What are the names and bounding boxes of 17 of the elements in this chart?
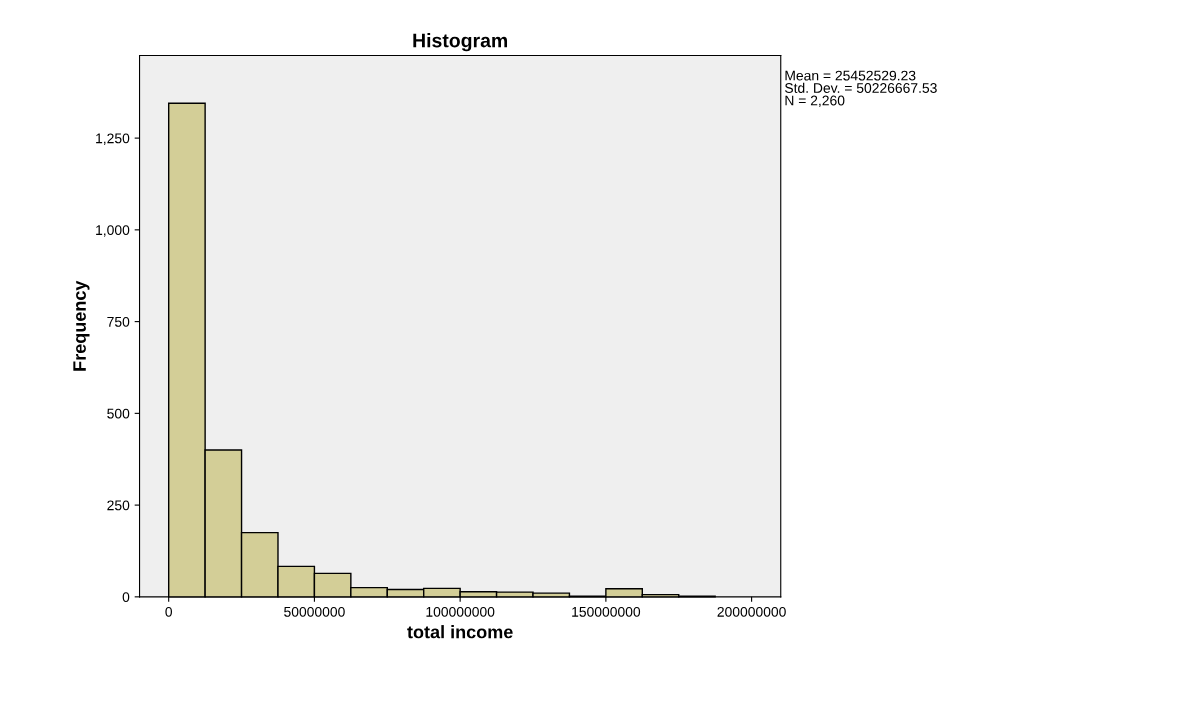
y-tick-label: 1,250 — [96, 133, 130, 145]
x-tick-label: 50000000 — [284, 606, 345, 617]
y-tick-label: 500 — [107, 408, 130, 419]
text: Mean = 25452529.23 — [785, 70, 916, 81]
y-tick-label: 1,000 — [96, 225, 130, 237]
x-tick-label: 200000000 — [717, 606, 786, 617]
y-axis-title: Frequency — [73, 280, 90, 371]
y-tick-label: 0 — [122, 592, 130, 603]
x-axis-title: total income — [407, 625, 513, 639]
x-tick-label: 0 — [165, 606, 173, 617]
x-tick-label: 100000000 — [426, 606, 495, 617]
y-tick-label: 250 — [107, 500, 130, 511]
x-tick-label: 150000000 — [572, 606, 641, 617]
chart-title: Histogram — [413, 33, 508, 52]
text: N = 2,260 — [785, 95, 845, 108]
y-tick-label: 750 — [107, 316, 130, 327]
text: Std. Dev. = 50226667.53 — [784, 82, 937, 93]
